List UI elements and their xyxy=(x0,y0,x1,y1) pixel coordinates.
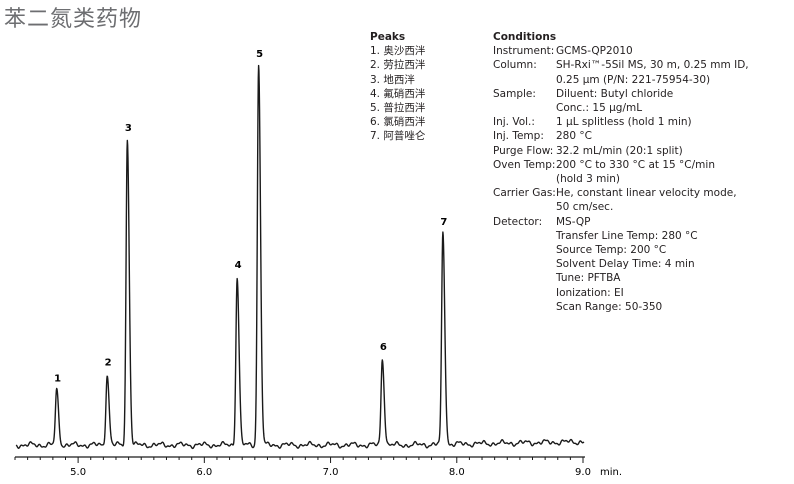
condition-label: Column: xyxy=(493,59,537,72)
peak-entry: 7. 阿普唑仑 xyxy=(370,130,426,143)
condition-value: Scan Range: 50-350 xyxy=(556,300,663,313)
peak-entry: 4. 氟硝西泮 xyxy=(370,87,426,100)
condition-row: Inj. Temp: 280 °C xyxy=(493,129,749,143)
peak-entry: 5. 普拉西泮 xyxy=(370,102,426,115)
x-axis-unit-label: min. xyxy=(600,467,622,478)
condition-values: 280 °C xyxy=(556,129,592,143)
peaks-legend: Peaks 1. 奥沙西泮 2. 劳拉西泮 3. 地西泮 4. 氟硝西泮 5. … xyxy=(370,30,425,144)
condition-values: Diluent: Butyl chloride Conc.: 15 µg/mL xyxy=(556,87,673,115)
peak-number-label: 3 xyxy=(125,123,132,134)
peak-number-label: 5 xyxy=(256,49,263,60)
condition-value: Transfer Line Temp: 280 °C xyxy=(556,229,698,242)
peak-entry: 3. 地西泮 xyxy=(370,73,415,86)
conditions-panel: Conditions Instrument: GCMS-QP2010 Column:… xyxy=(493,30,749,314)
x-tick-label: 9.0 xyxy=(575,467,591,478)
condition-value: 200 °C to 330 °C at 15 °C/min xyxy=(556,158,715,171)
peak-number-label: 4 xyxy=(235,260,242,271)
chromatogram-trace xyxy=(15,64,585,450)
condition-value: He, constant linear velocity mode, xyxy=(556,187,737,200)
condition-values: 1 µL splitless (hold 1 min) xyxy=(556,115,692,129)
x-tick-label: 5.0 xyxy=(70,467,86,478)
condition-value: Ionization: EI xyxy=(556,286,624,299)
condition-row: Instrument: GCMS-QP2010 xyxy=(493,44,749,58)
condition-row: Oven Temp: 200 °C to 330 °C at 15 °C/min (… xyxy=(493,158,749,186)
condition-row: Inj. Vol.: 1 µL splitless (hold 1 min) xyxy=(493,115,749,129)
condition-value: Solvent Delay Time: 4 min xyxy=(556,258,695,271)
condition-row: Purge Flow: 32.2 mL/min (20:1 split) xyxy=(493,144,749,158)
condition-label: Carrier Gas: xyxy=(493,187,556,200)
x-tick-label: 6.0 xyxy=(196,467,212,478)
condition-value: 50 cm/sec. xyxy=(556,201,614,214)
condition-value: SH-Rxi™-5Sil MS, 30 m, 0.25 mm ID, xyxy=(556,59,749,72)
condition-values: 32.2 mL/min (20:1 split) xyxy=(556,144,683,158)
condition-value: 32.2 mL/min (20:1 split) xyxy=(556,144,683,157)
peaks-header: Peaks xyxy=(370,31,406,43)
condition-value: 280 °C xyxy=(556,130,592,143)
peak-entry: 6. 氯硝西泮 xyxy=(370,116,426,129)
condition-row: Detector: MS-QP Transfer Line Temp: 280 °C… xyxy=(493,215,749,314)
condition-label: Oven Temp: xyxy=(493,158,556,171)
condition-values: 200 °C to 330 °C at 15 °C/min (hold 3 min… xyxy=(556,158,715,186)
x-tick-label: 8.0 xyxy=(449,467,465,478)
condition-values: He, constant linear velocity mode, 50 cm/… xyxy=(556,186,737,214)
condition-value: Source Temp: 200 °C xyxy=(556,244,667,257)
condition-values: GCMS-QP2010 xyxy=(556,44,633,58)
condition-value: 1 µL splitless (hold 1 min) xyxy=(556,116,692,129)
peak-number-label: 2 xyxy=(105,358,112,369)
condition-row: Carrier Gas: He, constant linear velocity… xyxy=(493,186,749,214)
conditions-header: Conditions xyxy=(493,31,557,43)
condition-label: Instrument: xyxy=(493,45,555,58)
peak-entry: 1. 奥沙西泮 xyxy=(370,45,426,58)
condition-label: Inj. Vol.: xyxy=(493,116,535,129)
condition-label: Inj. Temp: xyxy=(493,130,544,143)
condition-row: Sample: Diluent: Butyl chloride Conc.: 15 … xyxy=(493,87,749,115)
peak-entry: 2. 劳拉西泮 xyxy=(370,59,426,72)
peak-number-label: 6 xyxy=(380,342,387,353)
condition-label: Sample: xyxy=(493,87,536,100)
condition-value: MS-QP xyxy=(556,215,591,228)
condition-label: Purge Flow: xyxy=(493,144,554,157)
x-tick-label: 7.0 xyxy=(323,467,339,478)
condition-row: Column: SH-Rxi™-5Sil MS, 30 m, 0.25 mm ID… xyxy=(493,58,749,86)
peak-number-label: 1 xyxy=(54,373,61,384)
condition-values: SH-Rxi™-5Sil MS, 30 m, 0.25 mm ID, 0.25 µ… xyxy=(556,58,749,86)
condition-value: (hold 3 min) xyxy=(556,173,621,186)
condition-value: GCMS-QP2010 xyxy=(556,45,633,58)
condition-value: 0.25 µm (P/N: 221-75954-30) xyxy=(556,73,711,86)
condition-label: Detector: xyxy=(493,215,543,228)
condition-value: Conc.: 15 µg/mL xyxy=(556,102,643,115)
peak-number-label: 7 xyxy=(440,217,447,228)
page-title: 苯二氮类药物 xyxy=(4,7,143,32)
condition-value: Diluent: Butyl chloride xyxy=(556,87,674,100)
condition-value: Tune: PFTBA xyxy=(556,272,621,285)
condition-values: MS-QP Transfer Line Temp: 280 °C Source Te… xyxy=(556,215,698,314)
